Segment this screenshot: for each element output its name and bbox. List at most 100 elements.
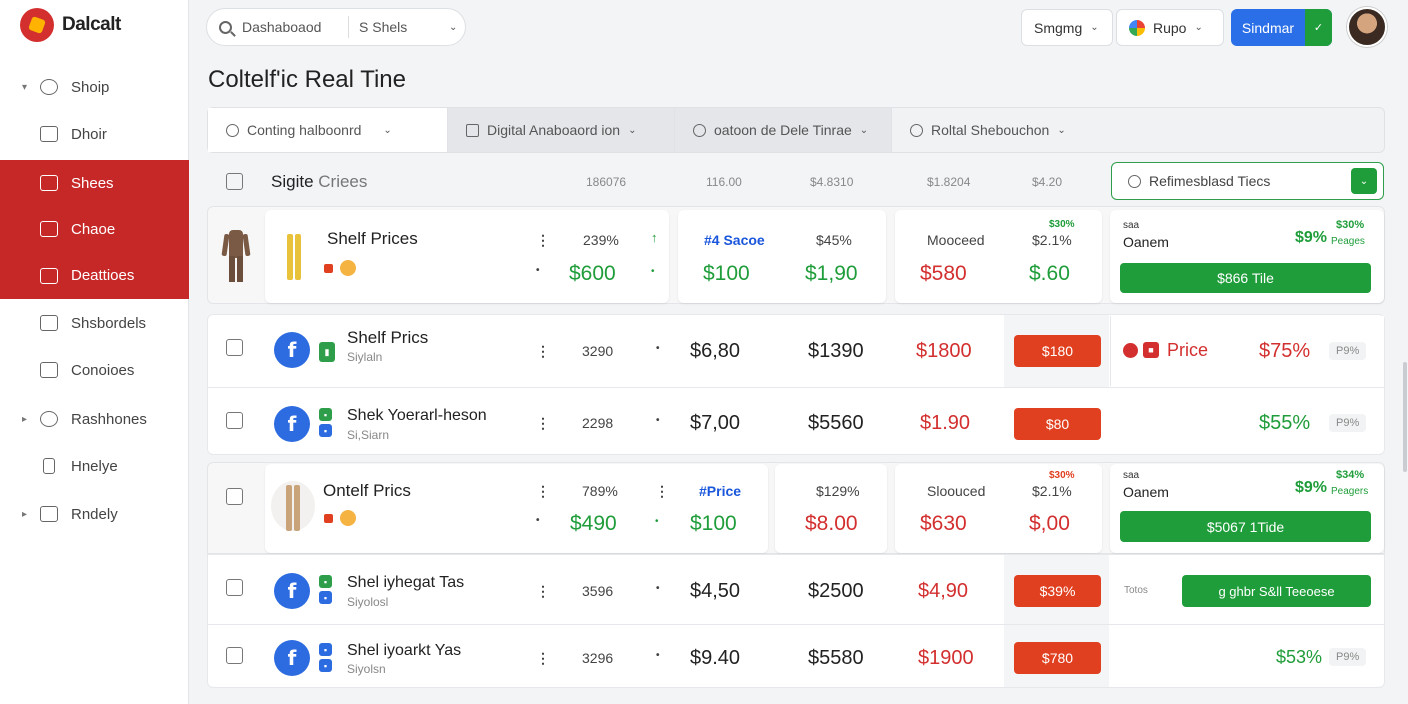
filter-bar: Conting halboonrd ⌄ Digital Anaboaord io… xyxy=(207,107,1385,153)
column-header[interactable]: $1.8204 xyxy=(927,175,971,189)
app-badge-icon: ▪ xyxy=(319,659,332,672)
filter-tab-retail[interactable]: Roltal Shebouchon ⌄ xyxy=(892,108,1382,152)
more-icon[interactable]: ⋮ xyxy=(536,650,550,666)
chevron-right-icon[interactable]: ▸ xyxy=(22,413,28,425)
filter-tab-digital[interactable]: Digital Anaboaord ion ⌄ xyxy=(448,108,675,152)
search-scope-select[interactable]: S Shels xyxy=(359,19,408,35)
avatar[interactable] xyxy=(1347,7,1387,47)
more-icon[interactable]: ⋮ xyxy=(536,232,550,248)
bullet-icon: • xyxy=(656,343,660,354)
summary-action-button[interactable]: $5067 1Tide xyxy=(1120,511,1371,542)
chevron-right-icon[interactable]: ▸ xyxy=(22,508,28,520)
price-badge[interactable]: $39% xyxy=(1014,575,1101,607)
more-icon[interactable]: ⋮ xyxy=(536,583,550,599)
app-logo[interactable]: Dalcalt xyxy=(20,8,121,42)
metric-value: $5580 xyxy=(808,647,864,669)
metric-top: $30% xyxy=(1049,470,1075,481)
app-switcher[interactable]: Rupo ⌄ xyxy=(1116,9,1224,46)
search-icon xyxy=(910,123,923,137)
app-badge-icon: ▪ xyxy=(319,591,332,604)
chevron-down-icon[interactable]: ⌄ xyxy=(1351,168,1377,194)
app-badge-icon: ▪ xyxy=(319,408,332,421)
search-input[interactable]: Dashaboaod xyxy=(242,19,322,35)
page-title: Coltelf'ic Real Tine xyxy=(208,66,406,93)
chevron-down-icon[interactable]: ▾ xyxy=(22,81,28,93)
app-badge-icon: ▮ xyxy=(319,342,335,362)
table-title: Sigite Criees xyxy=(271,172,367,192)
row-action-button[interactable]: g ghbr S&ll Teeoese xyxy=(1182,575,1371,607)
metric-card[interactable] xyxy=(895,210,1102,303)
sidebar-item-chaoe[interactable]: Chaoe xyxy=(0,206,189,252)
sidebar-item-shees[interactable]: Shees xyxy=(0,160,189,206)
sidebar-item-rndely[interactable]: ▸ Rndely xyxy=(0,491,189,537)
column-header[interactable]: $4.20 xyxy=(1032,175,1063,189)
divider xyxy=(348,16,349,38)
color-swatch xyxy=(324,514,333,523)
table-search-input[interactable]: Refimesblasd Tiecs xyxy=(1149,173,1271,189)
square-icon xyxy=(466,123,479,137)
table-row[interactable] xyxy=(207,387,1385,455)
sidebar-item-shsbordels[interactable]: Shsbordels xyxy=(0,300,189,346)
summary-action-button[interactable]: $866 Tile xyxy=(1120,263,1371,293)
price-badge[interactable]: $180 xyxy=(1014,335,1101,367)
sidebar-item-conoioes[interactable]: Conoioes xyxy=(0,347,189,393)
global-search[interactable]: Dashaboaod S Shels ⌄ xyxy=(206,8,466,46)
filter-search[interactable]: Conting halboonrd ⌄ xyxy=(208,108,448,152)
table-search[interactable]: Refimesblasd Tiecs ⌄ xyxy=(1111,162,1384,200)
pants-image xyxy=(287,234,301,280)
metric-percent: 3296 xyxy=(582,650,614,666)
search-icon xyxy=(226,123,239,137)
chevron-down-icon[interactable]: ⌄ xyxy=(449,21,458,33)
price-badge[interactable]: $780 xyxy=(1014,642,1101,674)
filter-dropdown-label: Smgmg xyxy=(1034,19,1083,36)
sidebar-item-hnelye[interactable]: Hnelye xyxy=(0,443,189,489)
row-checkbox[interactable] xyxy=(226,579,243,596)
sidebar-item-label: Rndely xyxy=(71,505,118,523)
filter-label: Digital Anaboaord ion xyxy=(487,122,621,138)
chevron-down-icon[interactable]: ✓ xyxy=(1305,9,1332,46)
tag-icon: ■ xyxy=(1143,342,1159,358)
row-checkbox[interactable] xyxy=(226,339,243,356)
status-dot-icon xyxy=(1123,343,1138,358)
product-name: Shel iyoarkt Yas xyxy=(347,642,462,659)
primary-action-button[interactable]: Sindmar ✓ xyxy=(1231,9,1332,46)
row-checkbox[interactable] xyxy=(226,647,243,664)
product-card[interactable] xyxy=(265,210,669,303)
folder-icon xyxy=(40,315,58,331)
arrow-up-icon: ↑ xyxy=(651,230,658,245)
search-icon xyxy=(693,123,706,137)
column-header[interactable]: 116.00 xyxy=(706,175,742,189)
select-all-checkbox[interactable] xyxy=(226,173,243,190)
row-checkbox[interactable] xyxy=(226,488,243,505)
column-header[interactable]: $4.8310 xyxy=(810,175,854,189)
more-icon[interactable]: ⋮ xyxy=(536,343,550,359)
filter-tab-data[interactable]: oatoon de Dele Tinrae ⌄ xyxy=(675,108,892,152)
bullet-icon: • xyxy=(656,415,660,426)
metric-card[interactable] xyxy=(678,210,886,303)
metric-card[interactable] xyxy=(775,464,887,553)
sidebar-item-rashhones[interactable]: ▸ Rashhones xyxy=(0,396,189,442)
row-checkbox[interactable] xyxy=(226,412,243,429)
metric-top: $30% xyxy=(1049,219,1075,230)
column-header[interactable]: 186076 xyxy=(586,175,627,189)
filter-dropdown[interactable]: Smgmg ⌄ xyxy=(1021,9,1113,46)
metric-percent: $45% xyxy=(816,232,852,248)
sidebar-item-deattioes[interactable]: Deattioes xyxy=(0,252,189,299)
metric-value: $.60 xyxy=(1029,262,1070,285)
color-swatch xyxy=(324,264,333,273)
sidebar-item-shoip[interactable]: ▾ Shoip xyxy=(0,64,189,110)
metric-card[interactable] xyxy=(895,464,1102,553)
store-icon xyxy=(40,175,58,191)
scrollbar[interactable] xyxy=(1403,362,1407,472)
product-name: Ontelf Prics xyxy=(323,481,411,500)
more-icon[interactable]: ⋮ xyxy=(536,483,550,499)
more-icon[interactable]: ⋮ xyxy=(536,415,550,431)
metric-value: $7,00 xyxy=(690,412,741,434)
product-card[interactable] xyxy=(265,464,768,553)
sidebar-item-dhoir[interactable]: Dhoir xyxy=(0,111,189,157)
price-badge[interactable]: $80 xyxy=(1014,408,1101,440)
table-row[interactable] xyxy=(207,624,1385,688)
bullet-icon: • xyxy=(536,265,540,276)
more-icon[interactable]: ⋮ xyxy=(655,483,669,499)
metric-label: Mooceed xyxy=(927,232,985,248)
